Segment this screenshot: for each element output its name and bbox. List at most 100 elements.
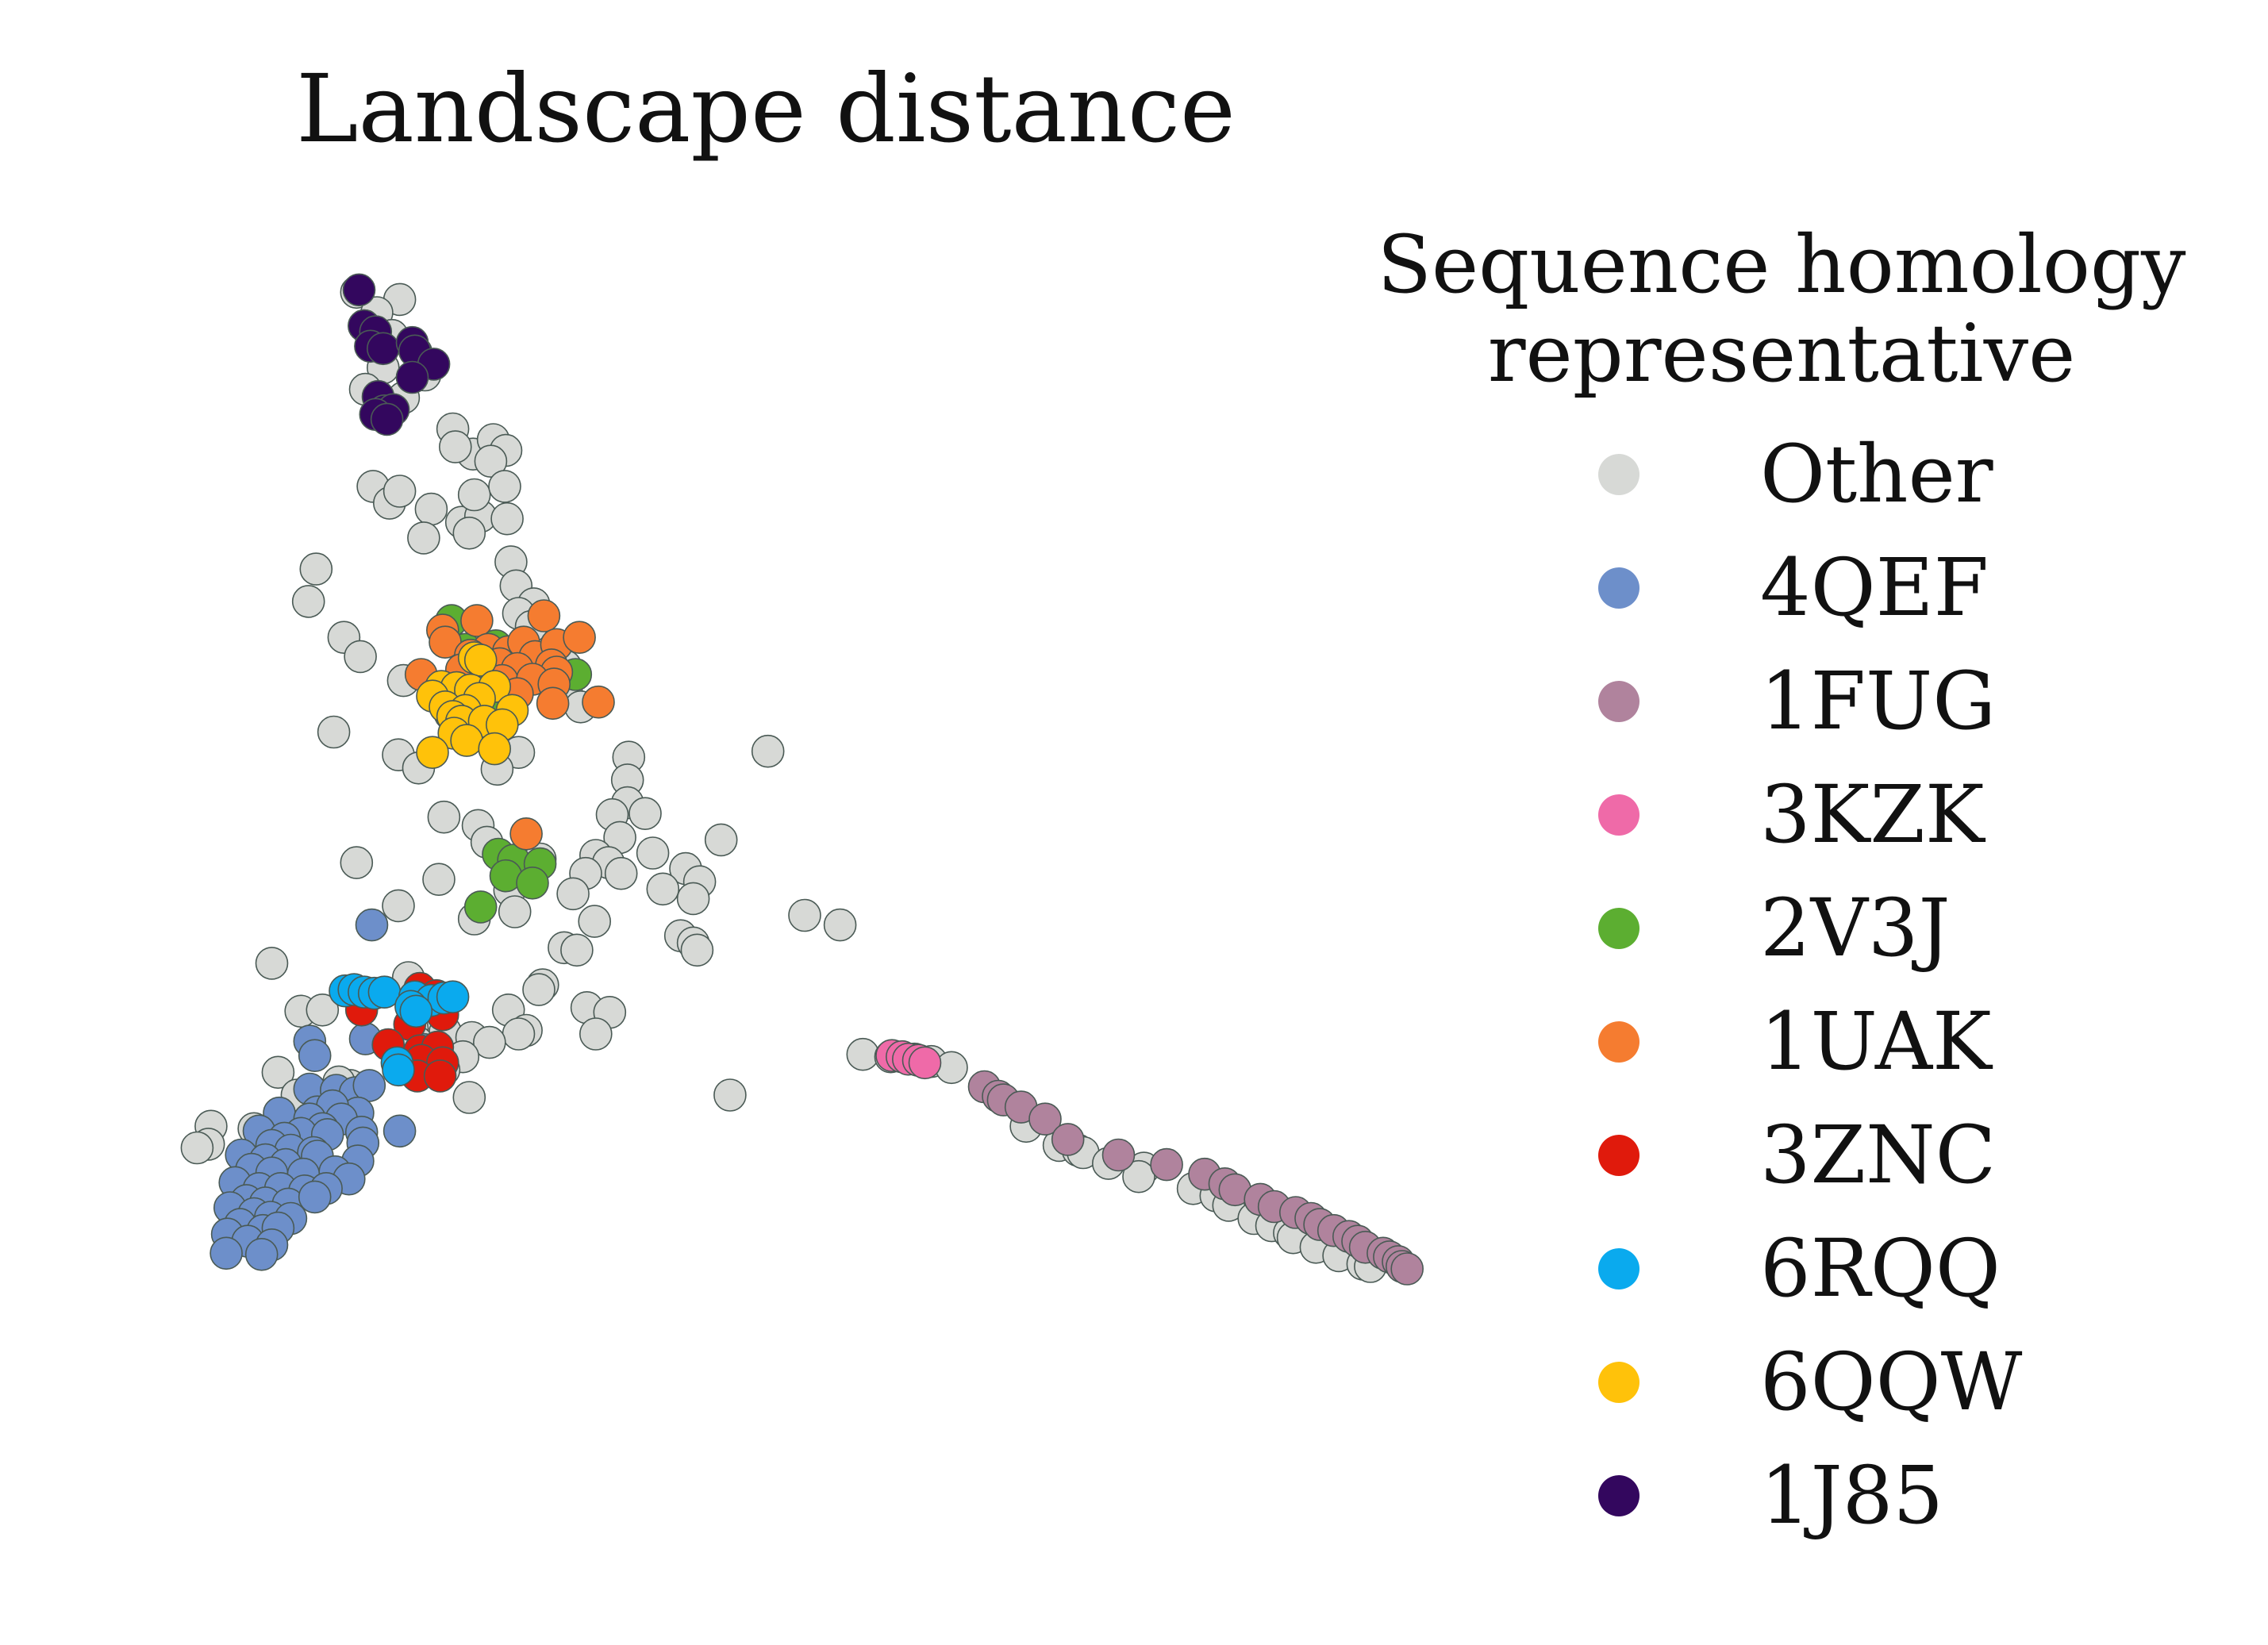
data-point-other-18 <box>382 475 417 508</box>
data-point-6rqq-12 <box>382 1053 415 1087</box>
data-point-1uak-1 <box>460 604 494 637</box>
legend-marker-6rqq <box>1598 1248 1639 1289</box>
data-point-6qqw-1 <box>463 644 498 677</box>
data-point-other-69 <box>646 872 680 906</box>
data-point-other-51 <box>629 797 662 830</box>
legend-label-4qef: 4QEF <box>1760 541 1989 634</box>
data-point-other-48 <box>751 734 785 768</box>
data-point-1uak-23 <box>509 817 543 851</box>
data-point-6rqq-8 <box>436 980 470 1013</box>
data-point-other-83 <box>255 947 289 980</box>
data-point-3kzk-4 <box>908 1046 942 1080</box>
data-point-6qqw-16 <box>450 724 483 757</box>
data-point-other-57 <box>636 836 670 870</box>
data-point-4qef-18 <box>382 1114 417 1148</box>
data-point-4qef-0 <box>355 908 389 942</box>
data-point-other-26 <box>452 516 486 550</box>
data-point-other-77 <box>823 908 857 942</box>
data-point-other-113 <box>180 1131 214 1165</box>
data-point-1j85-8 <box>395 360 429 394</box>
data-point-other-76 <box>788 898 821 932</box>
data-point-4qef-2 <box>298 1039 332 1072</box>
legend-label-1fug: 1FUG <box>1760 655 1996 748</box>
data-point-other-65 <box>422 863 456 896</box>
data-point-6qqw-18 <box>416 736 449 770</box>
data-point-other-102 <box>261 1055 295 1090</box>
legend-label-6qqw: 6QQW <box>1760 1336 2023 1428</box>
data-point-other-71 <box>676 882 710 916</box>
data-point-1fug-6 <box>1101 1138 1136 1172</box>
data-point-other-22 <box>490 502 524 536</box>
data-point-other-95 <box>579 1017 613 1051</box>
plot-area <box>180 273 1424 1286</box>
series-6rqq <box>329 973 470 1087</box>
data-point-other-25 <box>407 521 440 555</box>
data-point-other-23 <box>457 478 491 512</box>
data-point-other-58 <box>704 823 738 857</box>
legend-title-line-1: Sequence homology <box>1378 218 2187 311</box>
data-point-other-88 <box>306 994 340 1027</box>
data-point-4qef-55 <box>210 1236 243 1270</box>
data-point-other-42 <box>317 715 351 749</box>
data-point-other-72 <box>382 889 415 923</box>
data-point-1uak-21 <box>536 686 570 721</box>
data-point-other-19 <box>414 492 448 526</box>
data-point-1j85-13 <box>370 402 404 436</box>
data-point-1fug-7 <box>1150 1147 1183 1182</box>
data-point-1fug-5 <box>1051 1123 1085 1156</box>
series-6qqw <box>416 641 529 770</box>
legend-title-line-2: representative <box>1488 307 2076 400</box>
legend-marker-3kzk <box>1598 794 1639 836</box>
data-point-other-73 <box>498 895 532 928</box>
legend-label-1j85: 1J85 <box>1760 1449 1943 1542</box>
series-1fug <box>967 1070 1424 1286</box>
series-3kzk <box>875 1039 942 1080</box>
legend-label-1uak: 1UAK <box>1760 995 1993 1088</box>
data-point-1j85-0 <box>342 273 376 307</box>
data-point-other-106 <box>452 1081 486 1114</box>
data-point-1uak-9 <box>563 621 596 655</box>
data-point-other-27 <box>299 552 333 586</box>
data-point-other-75 <box>578 905 612 938</box>
data-point-other-53 <box>427 800 461 834</box>
data-point-3znc-11 <box>423 1059 457 1093</box>
legend-marker-2v3j <box>1598 908 1639 949</box>
legend-label-2v3j: 2V3J <box>1760 882 1951 974</box>
series-4qef <box>210 908 440 1271</box>
data-point-1uak-2 <box>527 599 561 632</box>
data-point-2v3j-10 <box>516 867 549 900</box>
data-point-1uak-22 <box>582 685 615 719</box>
data-point-other-125 <box>1122 1159 1155 1193</box>
legend-marker-1fug <box>1598 681 1639 722</box>
data-point-4qef-8 <box>352 1069 386 1102</box>
series-1j85 <box>342 273 451 436</box>
data-point-other-99 <box>472 1025 506 1059</box>
data-point-other-15 <box>474 444 508 479</box>
data-point-6rqq-10 <box>399 994 433 1028</box>
data-point-other-64 <box>604 856 638 890</box>
data-point-other-32 <box>291 585 325 618</box>
legend-label-3znc: 3ZNC <box>1760 1109 1996 1201</box>
legend-marker-3znc <box>1598 1135 1639 1176</box>
data-point-other-80 <box>680 933 714 967</box>
data-point-6qqw-17 <box>478 732 512 766</box>
data-point-other-107 <box>713 1078 747 1112</box>
chart-title: Landscape distance <box>296 54 1236 163</box>
legend-marker-6qqw <box>1598 1362 1639 1403</box>
legend-marker-4qef <box>1598 567 1639 609</box>
data-point-4qef-56 <box>244 1238 279 1271</box>
legend-label-3kzk: 3KZK <box>1760 768 1986 861</box>
data-point-1fug-24 <box>1390 1252 1424 1286</box>
legend: Sequence homology representative Other 4Q… <box>1378 218 2187 1542</box>
legend-marker-1uak <box>1598 1021 1639 1063</box>
data-point-other-97 <box>502 1017 536 1051</box>
legend-label-other: Other <box>1760 428 1993 521</box>
data-point-other-60 <box>340 846 374 879</box>
legend-marker-1j85 <box>1598 1475 1639 1516</box>
legend-marker-other <box>1598 454 1639 495</box>
data-point-other-82 <box>560 933 594 967</box>
data-point-2v3j-11 <box>463 890 498 924</box>
legend-entries: Other 4QEF 1FUG 3KZK 2V3J 1UAK 3ZNC 6RQQ 6QQW 1J8… <box>1598 428 2023 1542</box>
data-point-1fug-4 <box>1028 1102 1062 1136</box>
